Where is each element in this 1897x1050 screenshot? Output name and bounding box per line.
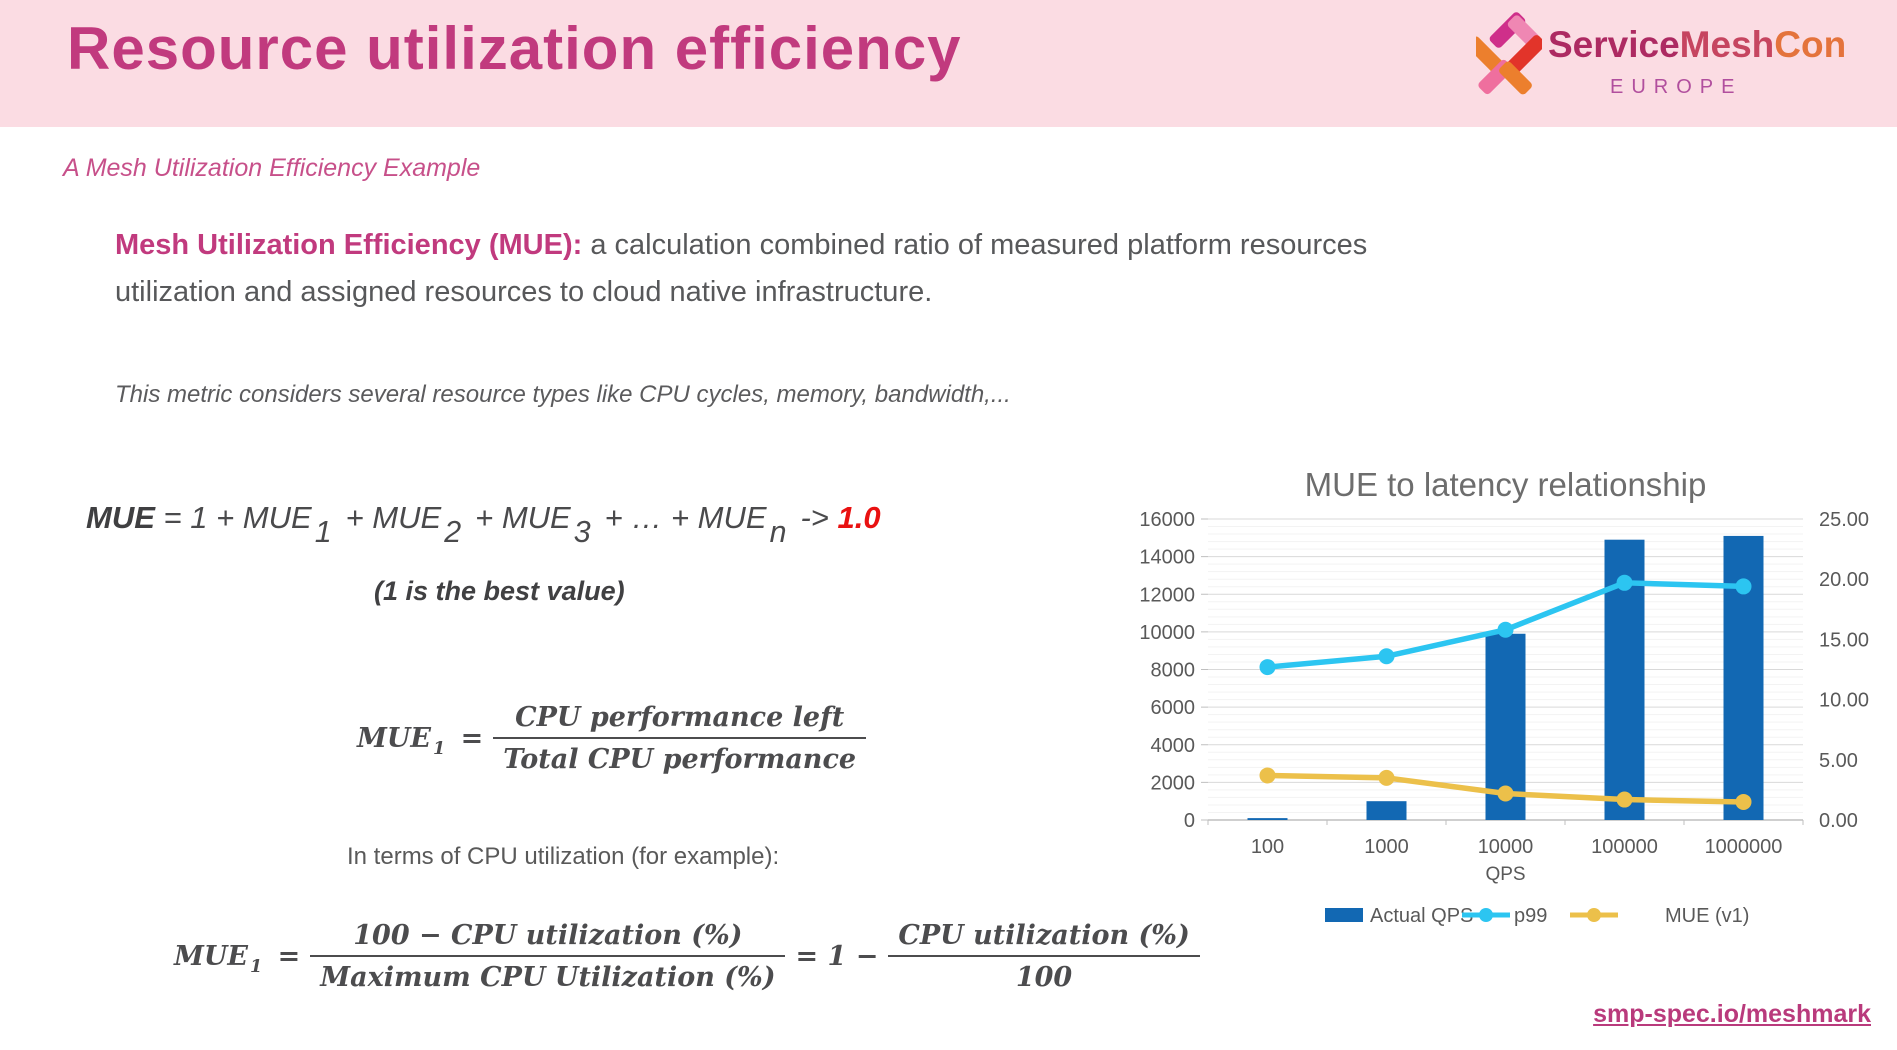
- svg-text:5.00: 5.00: [1819, 750, 1858, 772]
- formula-token: 1.0: [837, 500, 881, 535]
- intro-term: Mesh Utilization Efficiency (MUE):: [115, 229, 583, 261]
- svg-text:MUE to latency relationship: MUE to latency relationship: [1305, 466, 1707, 503]
- svg-text:6000: 6000: [1151, 697, 1196, 719]
- svg-text:20.00: 20.00: [1819, 569, 1869, 591]
- mue1-cpu-den1: Maximum CPU Utilization (%): [320, 962, 776, 993]
- mue1-lhs: MUE 1 =: [357, 723, 484, 760]
- line-p99: [1259, 574, 1752, 676]
- logo-con-text: Con: [1774, 24, 1847, 65]
- svg-text:0.00: 0.00: [1819, 810, 1858, 832]
- svg-text:100000: 100000: [1591, 836, 1658, 858]
- svg-text:100: 100: [1251, 836, 1284, 858]
- svg-text:25.00: 25.00: [1819, 509, 1869, 531]
- svg-text:1000000: 1000000: [1705, 836, 1783, 858]
- meshmark-link[interactable]: smp-spec.io/meshmark: [1593, 1000, 1871, 1028]
- cpu-utilization-note: In terms of CPU utilization (for example…: [347, 843, 780, 870]
- formula-token: + … + MUE: [604, 500, 767, 535]
- svg-text:10.00: 10.00: [1819, 690, 1869, 712]
- formula-token: 1: [314, 514, 332, 549]
- formula-token: + MUE: [345, 500, 442, 535]
- servicemeshcon-logo: ServiceMeshCon EUROPE: [1470, 0, 1890, 127]
- mue1-cpu-num2: CPU utilization (%): [888, 920, 1200, 957]
- svg-text:Actual QPS: Actual QPS: [1370, 905, 1473, 927]
- metric-note: This metric considers several resource t…: [115, 381, 1011, 408]
- logo-service-text: Service: [1548, 24, 1680, 65]
- chart-legend: Actual QPS p99 MUE (v1): [1325, 905, 1749, 927]
- svg-text:15.00: 15.00: [1819, 629, 1869, 651]
- svg-text:14000: 14000: [1139, 547, 1195, 569]
- intro-line2: utilization and assigned resources to cl…: [115, 276, 933, 308]
- mue1-cpu-lhs: MUE 1 =: [174, 941, 301, 978]
- mue1-cpu-fraction1: 100 − CPU utilization (%) Maximum CPU Ut…: [310, 920, 786, 993]
- intro-paragraph: Mesh Utilization Efficiency (MUE): a cal…: [115, 222, 1695, 316]
- svg-text:0: 0: [1184, 810, 1195, 832]
- intro-line1: a calculation combined ratio of measured…: [582, 229, 1368, 261]
- mue1-cpu-den2: 100: [1015, 962, 1073, 993]
- mue1-fraction: CPU performance left Total CPU performan…: [493, 702, 867, 775]
- svg-text:10000: 10000: [1139, 622, 1195, 644]
- svg-text:16000: 16000: [1139, 509, 1195, 531]
- formula-token: 2: [444, 514, 462, 549]
- mue1-numerator: CPU performance left: [493, 702, 867, 739]
- svg-text:1000: 1000: [1364, 836, 1409, 858]
- svg-text:8000: 8000: [1151, 660, 1196, 682]
- formula-token: 3: [573, 514, 591, 549]
- svg-text:QPS: QPS: [1485, 864, 1525, 885]
- formula-token: n: [769, 514, 787, 549]
- logo-region-text: EUROPE: [1610, 76, 1743, 98]
- slide-subtitle: A Mesh Utilization Efficiency Example: [63, 154, 481, 182]
- mue1-denominator: Total CPU performance: [503, 744, 857, 775]
- servicemeshcon-logo-text: ServiceMeshCon: [1548, 24, 1846, 66]
- page-title: Resource utilization efficiency: [67, 15, 962, 82]
- mue1-cpu-num1: 100 − CPU utilization (%): [310, 920, 786, 957]
- mue1-cpu-mid: = 1 −: [795, 941, 879, 972]
- svg-text:2000: 2000: [1151, 772, 1196, 794]
- formula-token: MUE: [86, 500, 155, 535]
- mue1-formula: MUE 1 = CPU performance left Total CPU pe…: [357, 702, 876, 775]
- mue1-cpu-formula: MUE 1 = 100 − CPU utilization (%) Maximum…: [174, 920, 1210, 993]
- logo-mesh-text: Mesh: [1679, 24, 1775, 65]
- svg-text:4000: 4000: [1151, 735, 1196, 757]
- svg-text:12000: 12000: [1139, 584, 1195, 606]
- formula-token: + MUE: [475, 500, 571, 535]
- svg-text:p99: p99: [1514, 905, 1547, 927]
- svg-text:MUE (v1): MUE (v1): [1665, 905, 1749, 927]
- formula-token: = 1 + MUE: [154, 500, 312, 535]
- line-mue-v1-: [1259, 767, 1752, 810]
- header-band: Resource utilization efficiency ServiceM…: [0, 0, 1897, 127]
- servicemeshcon-logo-icon: [1476, 12, 1542, 95]
- best-value-note: (1 is the best value): [374, 576, 625, 606]
- svg-text:10000: 10000: [1478, 836, 1534, 858]
- mue-latency-chart-svg: MUE to latency relationship 0 2000 4000 6000…: [1139, 466, 1869, 927]
- mue1-cpu-fraction2: CPU utilization (%) 100: [888, 920, 1200, 993]
- formula-token: ->: [800, 500, 838, 535]
- mue-sum-formula: MUE = 1 + MUE1 + MUE2 + MUE3 + … + MUEn -> 1…: [86, 500, 881, 549]
- mue-latency-chart: MUE to latency relationship 0 2000 4000 6000…: [1128, 452, 1897, 957]
